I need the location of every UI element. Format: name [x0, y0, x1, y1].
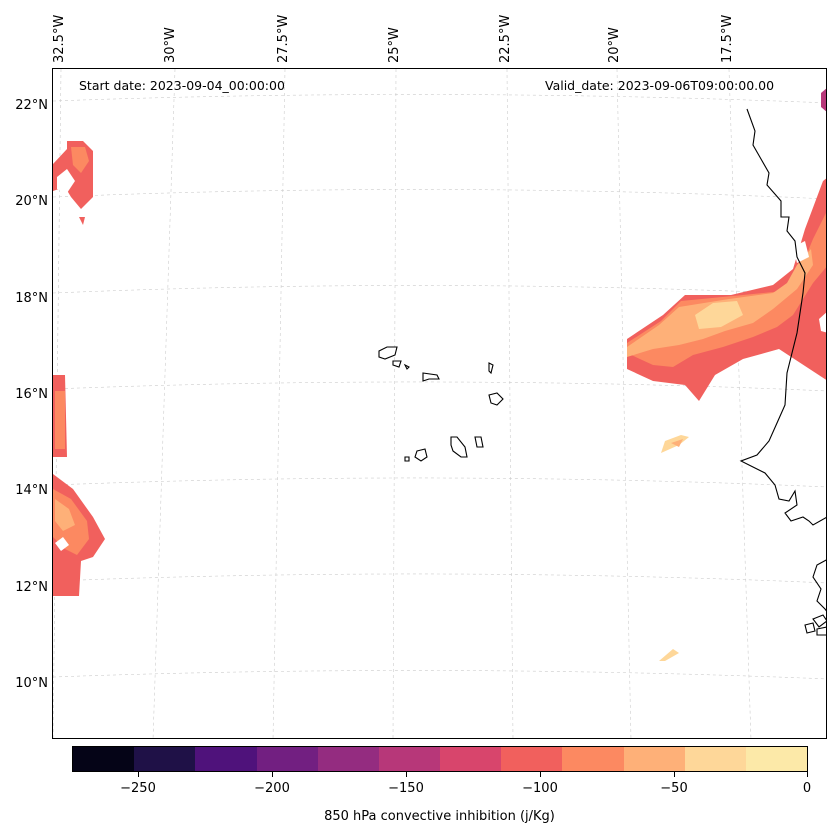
valid-date-label: Valid_date: 2023-09-06T09:00:00.00: [545, 78, 775, 93]
africa-coast: [739, 108, 826, 526]
cb-tick-50: [674, 772, 675, 777]
island-boa-vista: [488, 392, 504, 406]
cin-region-sw-core: [55, 499, 75, 531]
lon-label-32-5w: 32.5°W: [52, 14, 67, 63]
lon-label-17-5w: 17.5°W: [720, 14, 735, 63]
lon-label-25w: 25°W: [387, 27, 402, 63]
lat-label-16n: 16°N: [15, 387, 48, 402]
cb-tick-150: [406, 772, 407, 777]
colorbar: [72, 746, 808, 772]
cb-tick-0: [807, 772, 808, 777]
lon-label-27-5w: 27.5°W: [276, 14, 291, 63]
colorbar-title: 850 hPa convective inhibition (j/Kg): [324, 809, 555, 824]
africa-coast-south: [812, 559, 826, 612]
cb-label-200: −200: [254, 781, 290, 796]
cin-region-e-small-2: [671, 439, 683, 447]
island-bijagos-1: [812, 614, 826, 628]
lat-label-12n: 12°N: [15, 580, 48, 595]
cin-region-sw-hole: [55, 537, 69, 551]
cb-tick-200: [272, 772, 273, 777]
colorbar-segment-9: [623, 747, 685, 771]
cb-tick-100: [540, 772, 541, 777]
island-santa-luzia: [403, 363, 410, 370]
lat-label-22n: 22°N: [15, 98, 48, 113]
cin-region-w-inner: [55, 391, 65, 449]
island-santiago: [450, 436, 468, 458]
colorbar-segment-8: [562, 747, 624, 771]
lat-label-10n: 10°N: [15, 676, 48, 691]
island-bijagos-2: [804, 622, 816, 634]
cb-label-100: −100: [522, 781, 558, 796]
colorbar-segment-6: [440, 747, 502, 771]
map-gridlines: [53, 69, 826, 738]
cin-contours: [53, 88, 826, 661]
cin-region-nw-hole: [57, 169, 75, 193]
map-panel: [52, 68, 827, 739]
island-sao-vicente: [392, 360, 402, 368]
colorbar-segment-0: [73, 747, 135, 771]
island-maio: [474, 436, 484, 448]
lon-label-22-5w: 22.5°W: [498, 14, 513, 63]
cin-region-e-core: [695, 301, 743, 329]
cin-region-e-magenta: [821, 88, 826, 112]
coastlines: [739, 108, 826, 636]
lat-label-20n: 20°N: [15, 194, 48, 209]
island-sal: [488, 362, 494, 375]
island-fogo: [414, 448, 428, 462]
colorbar-segment-7: [501, 747, 563, 771]
lon-label-20w: 20°W: [607, 27, 622, 63]
island-brava: [404, 456, 410, 462]
colorbar-segment-10: [684, 747, 746, 771]
cb-tick-250: [138, 772, 139, 777]
cb-label-0: 0: [802, 781, 812, 796]
colorbar-segment-1: [134, 747, 196, 771]
cin-region-nw-inner: [71, 147, 89, 173]
cb-label-50: −50: [660, 781, 688, 796]
cape-verde-islands: [378, 346, 504, 462]
colorbar-segment-5: [378, 747, 441, 771]
cin-region-e-hole-2: [819, 312, 826, 333]
cin-region-nw-small: [79, 217, 85, 225]
cb-label-250: −250: [120, 781, 156, 796]
colorbar-segment-4: [317, 747, 379, 771]
lon-label-30w: 30°W: [163, 27, 178, 63]
cb-label-150: −150: [388, 781, 424, 796]
lat-label-18n: 18°N: [15, 291, 48, 306]
colorbar-segment-3: [256, 747, 318, 771]
colorbar-segment-11: [745, 747, 808, 771]
island-santo-antao: [378, 346, 398, 360]
lat-label-14n: 14°N: [15, 483, 48, 498]
map-canvas: [53, 69, 826, 738]
colorbar-segment-2: [195, 747, 257, 771]
island-sao-nicolau: [422, 372, 440, 382]
start-date-label: Start date: 2023-09-04_00:00:00: [79, 78, 285, 93]
cin-region-e-small-3: [659, 649, 679, 661]
island-bijagos-3: [816, 626, 826, 636]
